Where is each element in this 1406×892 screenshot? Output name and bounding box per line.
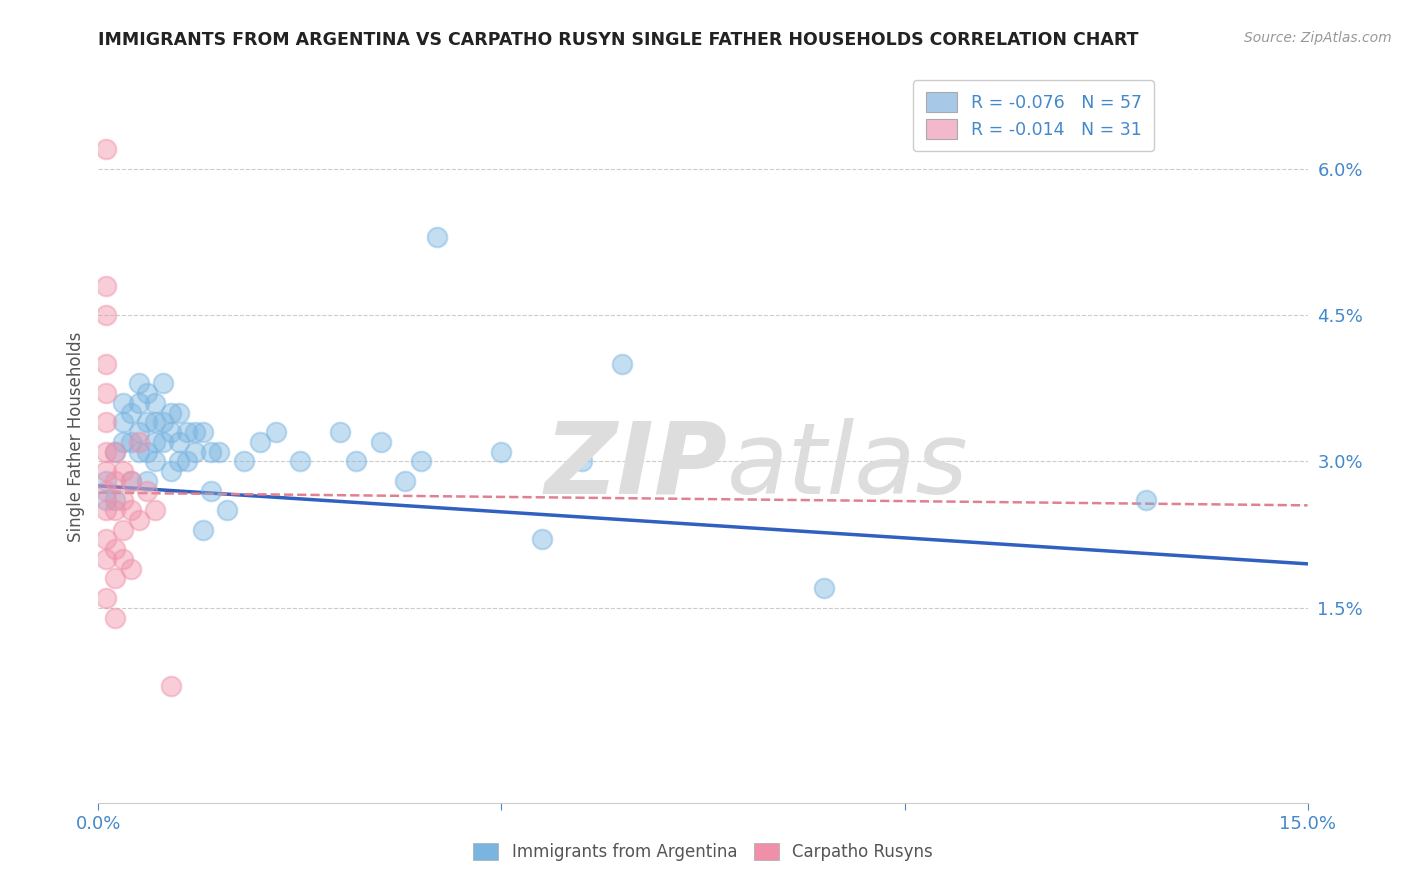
Point bbox=[344, 454, 367, 468]
Point bbox=[160, 679, 183, 693]
Point bbox=[96, 142, 118, 156]
Point bbox=[120, 434, 142, 449]
Point bbox=[143, 416, 166, 430]
Point bbox=[111, 464, 134, 478]
Point bbox=[288, 454, 311, 468]
Point bbox=[193, 425, 215, 440]
Point bbox=[135, 416, 157, 430]
Point bbox=[111, 523, 134, 537]
Point bbox=[96, 493, 118, 508]
Text: atlas: atlas bbox=[727, 417, 969, 515]
Point bbox=[120, 474, 142, 488]
Point bbox=[135, 444, 157, 458]
Point bbox=[111, 396, 134, 410]
Point bbox=[96, 552, 118, 566]
Point bbox=[135, 483, 157, 498]
Point bbox=[167, 454, 190, 468]
Point bbox=[103, 444, 125, 458]
Point bbox=[200, 483, 222, 498]
Point bbox=[370, 434, 392, 449]
Point bbox=[409, 454, 432, 468]
Point bbox=[176, 454, 198, 468]
Point bbox=[167, 434, 190, 449]
Point bbox=[103, 503, 125, 517]
Point bbox=[128, 376, 150, 391]
Point bbox=[217, 503, 239, 517]
Point bbox=[96, 357, 118, 371]
Point bbox=[200, 444, 222, 458]
Point bbox=[103, 572, 125, 586]
Point bbox=[96, 483, 118, 498]
Point bbox=[103, 542, 125, 557]
Point bbox=[264, 425, 287, 440]
Point bbox=[135, 386, 157, 401]
Point bbox=[152, 434, 174, 449]
Point bbox=[128, 444, 150, 458]
Point bbox=[160, 425, 183, 440]
Point bbox=[394, 474, 416, 488]
Point bbox=[103, 444, 125, 458]
Point bbox=[184, 444, 207, 458]
Point bbox=[152, 376, 174, 391]
Point bbox=[193, 523, 215, 537]
Point bbox=[426, 230, 449, 244]
Point bbox=[96, 503, 118, 517]
Legend: Immigrants from Argentina, Carpatho Rusyns: Immigrants from Argentina, Carpatho Rusy… bbox=[467, 836, 939, 868]
Point bbox=[160, 464, 183, 478]
Point bbox=[111, 434, 134, 449]
Point bbox=[329, 425, 352, 440]
Point bbox=[96, 386, 118, 401]
Point bbox=[103, 474, 125, 488]
Point bbox=[167, 406, 190, 420]
Point bbox=[612, 357, 634, 371]
Point bbox=[143, 434, 166, 449]
Point bbox=[111, 416, 134, 430]
Point bbox=[96, 444, 118, 458]
Point bbox=[530, 533, 553, 547]
Point bbox=[120, 503, 142, 517]
Point bbox=[152, 416, 174, 430]
Point bbox=[128, 434, 150, 449]
Point bbox=[143, 454, 166, 468]
Point bbox=[143, 503, 166, 517]
Point bbox=[571, 454, 593, 468]
Text: ZIP: ZIP bbox=[544, 417, 727, 515]
Point bbox=[103, 610, 125, 624]
Point bbox=[128, 425, 150, 440]
Point bbox=[96, 533, 118, 547]
Point bbox=[128, 396, 150, 410]
Point bbox=[176, 425, 198, 440]
Point bbox=[135, 474, 157, 488]
Point bbox=[208, 444, 231, 458]
Point bbox=[160, 406, 183, 420]
Point bbox=[128, 513, 150, 527]
Point bbox=[96, 416, 118, 430]
Point bbox=[1135, 493, 1157, 508]
Point bbox=[120, 406, 142, 420]
Point bbox=[96, 308, 118, 322]
Point bbox=[96, 279, 118, 293]
Point bbox=[96, 474, 118, 488]
Y-axis label: Single Father Households: Single Father Households bbox=[66, 332, 84, 542]
Point bbox=[120, 474, 142, 488]
Point bbox=[103, 493, 125, 508]
Point bbox=[143, 396, 166, 410]
Point bbox=[249, 434, 271, 449]
Point bbox=[111, 552, 134, 566]
Point bbox=[96, 591, 118, 605]
Point bbox=[96, 464, 118, 478]
Point bbox=[232, 454, 254, 468]
Point bbox=[813, 581, 835, 595]
Text: Source: ZipAtlas.com: Source: ZipAtlas.com bbox=[1244, 31, 1392, 45]
Text: IMMIGRANTS FROM ARGENTINA VS CARPATHO RUSYN SINGLE FATHER HOUSEHOLDS CORRELATION: IMMIGRANTS FROM ARGENTINA VS CARPATHO RU… bbox=[98, 31, 1139, 49]
Point bbox=[111, 493, 134, 508]
Point bbox=[184, 425, 207, 440]
Point bbox=[120, 562, 142, 576]
Point bbox=[491, 444, 513, 458]
